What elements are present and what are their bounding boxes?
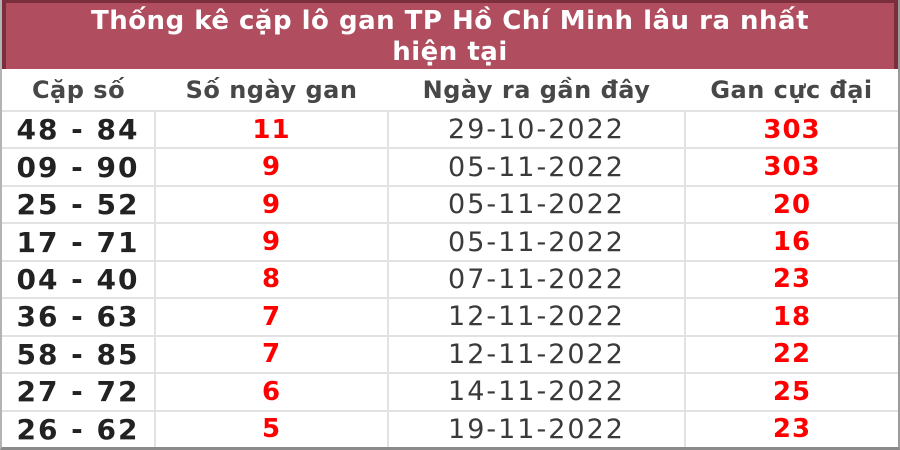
table-row: 04 - 40 8 07-11-2022 23	[2, 259, 898, 299]
max-gan-cell: 303	[684, 109, 898, 149]
recent-date-cell: 14-11-2022	[387, 372, 685, 411]
table-row: 09 - 90 9 05-11-2022 303	[2, 147, 898, 186]
gan-days-cell: 5	[154, 409, 388, 447]
table-row: 17 - 71 9 05-11-2022 16	[2, 222, 898, 261]
gan-days-cell: 7	[154, 297, 388, 336]
gan-days-cell: 7	[154, 334, 388, 374]
pair-cell: 48 - 84	[2, 109, 155, 149]
recent-date-cell: 05-11-2022	[387, 222, 685, 261]
recent-date-cell: 07-11-2022	[387, 259, 685, 299]
gan-pairs-table: Cặp số Số ngày gan Ngày ra gần đây Gan c…	[2, 69, 898, 447]
title-bar: Thống kê cặp lô gan TP Hồ Chí Minh lâu r…	[2, 0, 898, 69]
table-row: 25 - 52 9 05-11-2022 20	[2, 184, 898, 224]
recent-date-cell: 12-11-2022	[387, 334, 685, 374]
max-gan-cell: 25	[684, 372, 898, 411]
column-header-gan-days: Số ngày gan	[155, 69, 388, 112]
recent-date-cell: 29-10-2022	[387, 109, 685, 149]
max-gan-cell: 23	[684, 409, 898, 447]
table-body: 48 - 84 11 29-10-2022 303 09 - 90 9 05-11-2022…	[2, 109, 898, 447]
table-row: 58 - 85 7 12-11-2022 22	[2, 334, 898, 374]
column-header-pair: Cặp số	[2, 69, 155, 112]
page-title-line2: hiện tại	[392, 37, 508, 67]
gan-days-cell: 9	[154, 147, 388, 186]
max-gan-cell: 16	[684, 222, 898, 261]
max-gan-cell: 22	[684, 334, 898, 374]
recent-date-cell: 05-11-2022	[387, 184, 685, 224]
page-title-line1: Thống kê cặp lô gan TP Hồ Chí Minh lâu r…	[90, 6, 810, 36]
pair-cell: 26 - 62	[2, 409, 155, 447]
max-gan-cell: 20	[684, 184, 898, 224]
pair-cell: 27 - 72	[2, 372, 155, 411]
gan-days-cell: 6	[154, 372, 388, 411]
table-header-row: Cặp số Số ngày gan Ngày ra gần đây Gan c…	[2, 69, 898, 112]
pair-cell: 36 - 63	[2, 297, 155, 336]
column-header-max-gan: Gan cực đại	[685, 69, 898, 112]
recent-date-cell: 05-11-2022	[387, 147, 685, 186]
max-gan-cell: 303	[684, 147, 898, 186]
pair-cell: 58 - 85	[2, 334, 155, 374]
table-row: 48 - 84 11 29-10-2022 303	[2, 109, 898, 149]
table-row: 26 - 62 5 19-11-2022 23	[2, 409, 898, 447]
pair-cell: 17 - 71	[2, 222, 155, 261]
max-gan-cell: 23	[684, 259, 898, 299]
pair-cell: 04 - 40	[2, 259, 155, 299]
pair-cell: 09 - 90	[2, 147, 155, 186]
pair-cell: 25 - 52	[2, 184, 155, 224]
table-row: 36 - 63 7 12-11-2022 18	[2, 297, 898, 336]
recent-date-cell: 19-11-2022	[387, 409, 685, 447]
table-row: 27 - 72 6 14-11-2022 25	[2, 372, 898, 411]
gan-days-cell: 11	[154, 109, 388, 149]
column-header-recent-date: Ngày ra gần đây	[388, 69, 685, 112]
recent-date-cell: 12-11-2022	[387, 297, 685, 336]
max-gan-cell: 18	[684, 297, 898, 336]
gan-days-cell: 9	[154, 184, 388, 224]
gan-days-cell: 8	[154, 259, 388, 299]
gan-days-cell: 9	[154, 222, 388, 261]
